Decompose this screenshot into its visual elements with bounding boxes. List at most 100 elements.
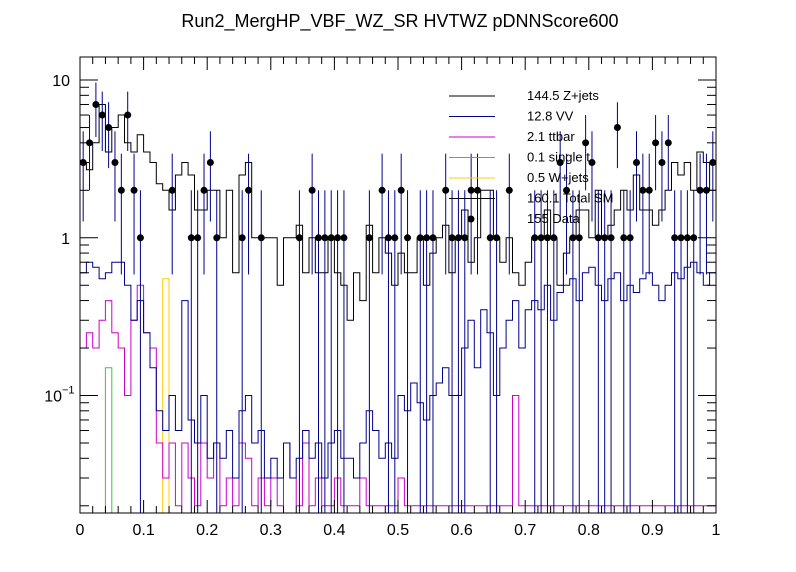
data-point xyxy=(92,100,100,108)
data-point xyxy=(474,186,481,194)
legend-marker-data xyxy=(467,215,475,223)
data-point xyxy=(543,234,551,242)
data-point xyxy=(639,186,647,194)
data-point xyxy=(321,234,329,242)
data-point xyxy=(397,186,405,194)
x-tick-label: 0 xyxy=(76,522,85,539)
data-point xyxy=(124,111,132,119)
data-point xyxy=(295,234,303,242)
data-point xyxy=(696,186,704,194)
data-point xyxy=(315,234,322,242)
data-point xyxy=(588,159,596,167)
data-point xyxy=(620,234,628,242)
data-point xyxy=(168,186,176,194)
data-point xyxy=(391,234,399,242)
data-point xyxy=(563,186,571,194)
data-point xyxy=(594,234,602,242)
x-tick-label: 1 xyxy=(712,522,721,539)
data-point xyxy=(569,234,577,242)
data-point xyxy=(575,234,583,242)
data-point xyxy=(607,234,615,242)
data-point xyxy=(257,234,265,242)
x-tick-label: 0.3 xyxy=(260,522,282,539)
x-tick-label: 0.8 xyxy=(578,522,600,539)
data-point xyxy=(130,186,138,194)
chart-title: Run2_MergHP_VBF_WZ_SR HVTWZ pDNNScore600 xyxy=(181,11,618,32)
data-point xyxy=(493,234,501,242)
data-point xyxy=(531,234,539,242)
data-point xyxy=(105,124,113,132)
x-tick-label: 0.9 xyxy=(641,522,663,539)
y-tick-label: 10 xyxy=(52,73,70,90)
data-point xyxy=(467,186,475,194)
data-point xyxy=(454,234,462,242)
y-tick-label: 10 xyxy=(44,389,62,406)
data-point xyxy=(327,234,335,242)
data-point xyxy=(645,186,653,194)
data-point xyxy=(194,234,202,242)
x-tick-label: 0.2 xyxy=(196,522,218,539)
data-point xyxy=(200,186,208,194)
data-point xyxy=(677,234,685,242)
histogram-vv xyxy=(79,261,717,513)
data-point xyxy=(613,124,621,132)
y-tick-label-exponent: −1 xyxy=(62,385,75,397)
legend-label: 0.5 W+jets xyxy=(527,170,589,185)
data-point xyxy=(423,234,431,242)
data-point xyxy=(384,234,392,242)
data-point xyxy=(683,234,691,242)
data-point xyxy=(448,234,456,242)
data-point xyxy=(702,186,710,194)
data-point xyxy=(671,234,679,242)
data-point xyxy=(111,159,119,167)
data-points-layer xyxy=(79,82,717,513)
data-point xyxy=(117,186,125,194)
data-point xyxy=(652,139,660,147)
legend-label: 0.1 single t xyxy=(527,150,590,165)
data-point xyxy=(213,234,221,242)
legend-label: 155 Data xyxy=(527,211,581,226)
data-point xyxy=(556,159,564,167)
data-point xyxy=(664,139,672,147)
data-point xyxy=(416,234,424,242)
legend: 144.5 Z+jets 12.8 VV 2.1 ttbar 0.1 single t… xyxy=(449,88,613,226)
data-point xyxy=(442,186,450,194)
legend-label: 2.1 ttbar xyxy=(527,129,575,144)
data-point xyxy=(537,234,545,242)
data-point xyxy=(378,186,386,194)
data-point xyxy=(633,159,640,167)
legend-label: 160.1 Total SM xyxy=(527,191,613,206)
data-point xyxy=(340,234,348,242)
y-tick-label: 1 xyxy=(61,231,70,248)
x-tick-label: 0.5 xyxy=(387,522,409,539)
data-point xyxy=(245,186,253,194)
data-point xyxy=(308,186,316,194)
data-point xyxy=(334,234,342,242)
x-tick-label: 0.1 xyxy=(132,522,154,539)
x-tick-label: 0.7 xyxy=(514,522,536,539)
data-point xyxy=(582,139,590,147)
data-point xyxy=(238,234,246,242)
data-point xyxy=(461,234,469,242)
legend-label: 12.8 VV xyxy=(527,109,574,124)
data-point xyxy=(690,234,698,242)
data-point xyxy=(187,234,195,242)
data-point xyxy=(601,234,609,242)
data-point xyxy=(98,111,106,119)
data-point xyxy=(86,139,94,147)
histogram-ttbar xyxy=(79,284,717,513)
data-point xyxy=(626,234,634,242)
data-point xyxy=(486,234,494,242)
x-tick-label: 0.4 xyxy=(323,522,345,539)
legend-label: 144.5 Z+jets xyxy=(527,88,599,103)
data-point xyxy=(404,234,412,242)
data-point xyxy=(206,159,214,167)
data-point xyxy=(429,234,437,242)
data-point xyxy=(550,234,558,242)
data-point xyxy=(136,234,144,242)
x-tick-label: 0.6 xyxy=(450,522,472,539)
data-point xyxy=(505,186,513,194)
